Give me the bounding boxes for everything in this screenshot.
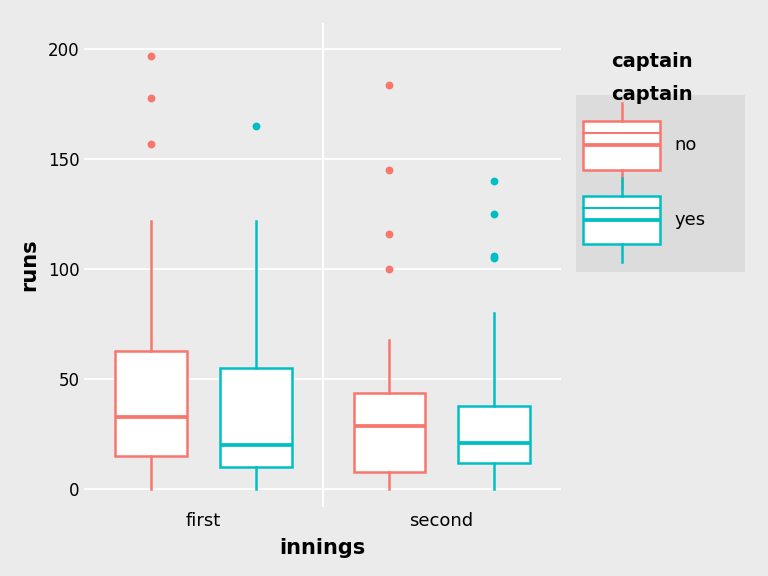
Bar xyxy=(353,392,425,472)
Text: no: no xyxy=(674,137,697,154)
Point xyxy=(383,166,396,175)
Point xyxy=(488,210,500,219)
Bar xyxy=(220,368,292,467)
Y-axis label: runs: runs xyxy=(20,238,40,291)
Point xyxy=(383,80,396,89)
Bar xyxy=(115,351,187,456)
X-axis label: innings: innings xyxy=(280,538,366,558)
Point xyxy=(488,254,500,263)
Point xyxy=(145,139,157,149)
Text: captain: captain xyxy=(611,85,693,104)
Point xyxy=(488,177,500,186)
Point xyxy=(488,252,500,261)
Bar xyxy=(576,95,745,272)
Point xyxy=(383,265,396,274)
Text: yes: yes xyxy=(674,211,706,229)
Point xyxy=(145,93,157,103)
Text: captain: captain xyxy=(611,52,693,71)
Point xyxy=(250,122,262,131)
Bar xyxy=(458,406,530,463)
Bar xyxy=(583,196,660,244)
Bar xyxy=(583,122,660,170)
Point xyxy=(383,230,396,239)
Point xyxy=(145,51,157,60)
